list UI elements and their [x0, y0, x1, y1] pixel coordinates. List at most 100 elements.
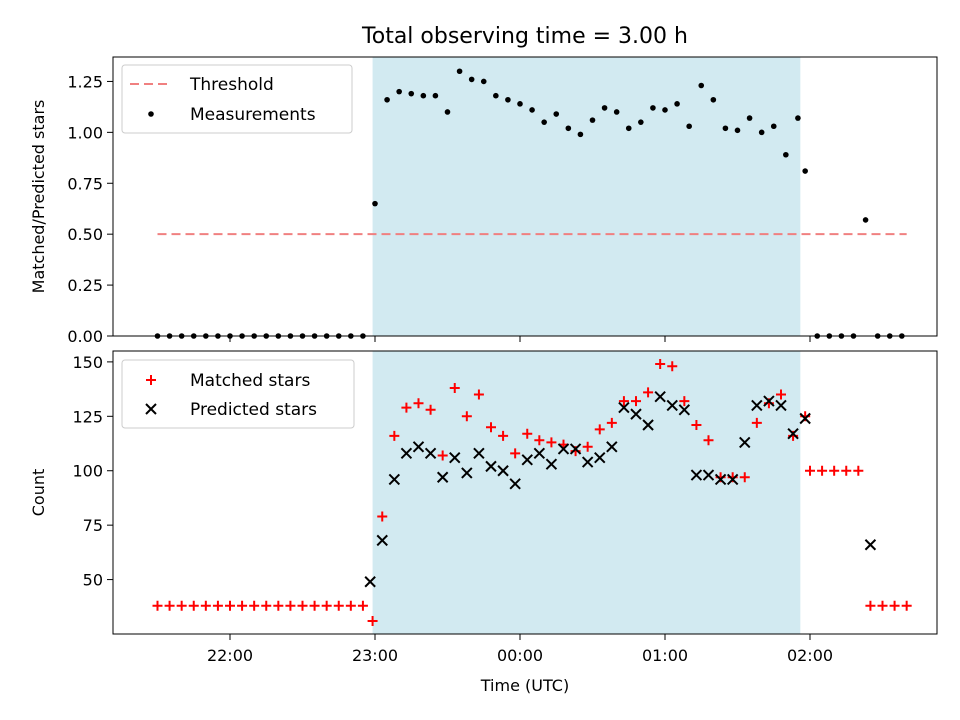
measurement-point-21 — [408, 90, 415, 97]
measurement-point-47 — [722, 125, 729, 132]
matched-point-13 — [309, 600, 320, 611]
top-legend — [121, 64, 353, 134]
top-y-axis-label: Matched/Predicted stars — [29, 100, 48, 294]
matched-point-52 — [776, 389, 786, 400]
matched-point-18 — [367, 615, 378, 626]
matched-point-42 — [655, 359, 666, 370]
measurement-point-42 — [662, 107, 668, 113]
bottom-y-tick-label-2: 100 — [72, 462, 103, 481]
predicted-point-34 — [775, 399, 787, 412]
predicted-point-31 — [739, 436, 751, 449]
x-tick-label-0: 22:00 — [207, 646, 253, 665]
measurement-point-29 — [505, 96, 511, 103]
measurement-point-54 — [802, 168, 808, 174]
predicted-point-15 — [545, 458, 558, 470]
matched-point-3 — [188, 600, 199, 611]
measurement-point-32 — [541, 119, 547, 125]
predicted-point-11 — [497, 465, 509, 477]
measurement-point-30 — [517, 101, 523, 107]
matched-point-19 — [377, 511, 388, 522]
matched-point-45 — [691, 420, 702, 431]
matched-point-6 — [225, 600, 235, 611]
predicted-point-28 — [702, 469, 715, 481]
bottom-axes-frame — [112, 350, 938, 635]
x-axis-label: Time (UTC) — [480, 676, 569, 695]
matched-point-57 — [829, 465, 840, 476]
predicted-point-0 — [364, 576, 376, 588]
predicted-point-20 — [606, 441, 618, 453]
matched-point-23 — [425, 404, 436, 415]
matched-point-41 — [643, 387, 654, 398]
matched-point-0 — [152, 600, 163, 611]
measurement-point-53 — [795, 115, 801, 121]
matched-point-4 — [200, 600, 211, 611]
predicted-point-21 — [618, 401, 630, 414]
matched-point-5 — [212, 600, 223, 611]
predicted-point-10 — [485, 460, 497, 473]
matched-point-43 — [667, 361, 678, 372]
measurement-point-18 — [372, 200, 378, 207]
bottom-y-tick-label-4: 150 — [72, 353, 103, 372]
predicted-point-3 — [400, 447, 413, 460]
matched-point-15 — [333, 600, 344, 611]
predicted-point-25 — [666, 399, 678, 412]
matched-point-30 — [510, 448, 521, 459]
legend-measurements-label: Measurements — [190, 105, 316, 125]
measurement-point-44 — [686, 123, 692, 130]
predicted-point-4 — [412, 441, 425, 453]
bottom-y-axis-label: Count — [29, 469, 48, 517]
bottom-legend — [121, 359, 355, 429]
matched-point-39 — [618, 396, 629, 407]
measurement-point-38 — [613, 109, 620, 115]
top-y-tick-label-2: 0.50 — [67, 225, 103, 244]
matched-point-59 — [853, 465, 864, 476]
matched-point-16 — [345, 600, 356, 611]
predicted-point-26 — [678, 404, 691, 416]
predicted-point-24 — [654, 391, 666, 403]
measurement-point-31 — [529, 107, 535, 113]
legend-matched-swatch — [146, 375, 156, 385]
matched-point-61 — [877, 600, 888, 611]
measurement-point-49 — [746, 115, 753, 121]
matched-point-38 — [606, 417, 617, 428]
matched-point-25 — [449, 383, 460, 394]
matched-point-21 — [401, 402, 412, 413]
predicted-point-33 — [763, 395, 775, 407]
predicted-point-13 — [521, 454, 533, 466]
matched-point-14 — [321, 600, 332, 611]
measurement-point-46 — [710, 96, 717, 103]
predicted-point-23 — [642, 419, 654, 431]
matched-point-46 — [703, 435, 714, 446]
predicted-point-19 — [594, 451, 606, 464]
predicted-point-9 — [473, 447, 485, 460]
matched-point-62 — [889, 600, 900, 611]
predicted-point-30 — [726, 473, 739, 486]
matched-point-9 — [261, 600, 272, 611]
matched-point-56 — [817, 465, 828, 476]
legend-matched-label: Matched stars — [190, 371, 310, 391]
legend-threshold-label: Threshold — [189, 75, 274, 95]
x-tick-label-3: 01:00 — [642, 646, 688, 665]
top-y-tick-label-1: 0.25 — [67, 276, 103, 295]
matched-point-33 — [546, 437, 557, 448]
top-y-tick-label-3: 0.75 — [67, 174, 103, 193]
top-y-tick-label-0: 0.00 — [67, 327, 103, 346]
matched-point-11 — [285, 600, 296, 611]
matched-point-28 — [486, 422, 496, 433]
measurement-point-40 — [638, 119, 644, 125]
measurement-point-51 — [770, 123, 777, 130]
bottom-y-tick-label-1: 75 — [83, 516, 103, 535]
measurement-point-27 — [480, 78, 487, 85]
legend-predicted-swatch — [145, 403, 157, 415]
measurement-point-26 — [468, 76, 475, 83]
matched-point-44 — [679, 396, 690, 407]
measurement-point-50 — [758, 129, 765, 136]
x-tick-label-2: 00:00 — [497, 646, 543, 665]
predicted-point-12 — [509, 478, 521, 490]
predicted-point-29 — [714, 473, 727, 486]
measurement-point-33 — [553, 111, 560, 117]
measurement-point-28 — [493, 92, 499, 99]
predicted-point-8 — [461, 467, 473, 479]
measurement-point-23 — [432, 92, 439, 99]
